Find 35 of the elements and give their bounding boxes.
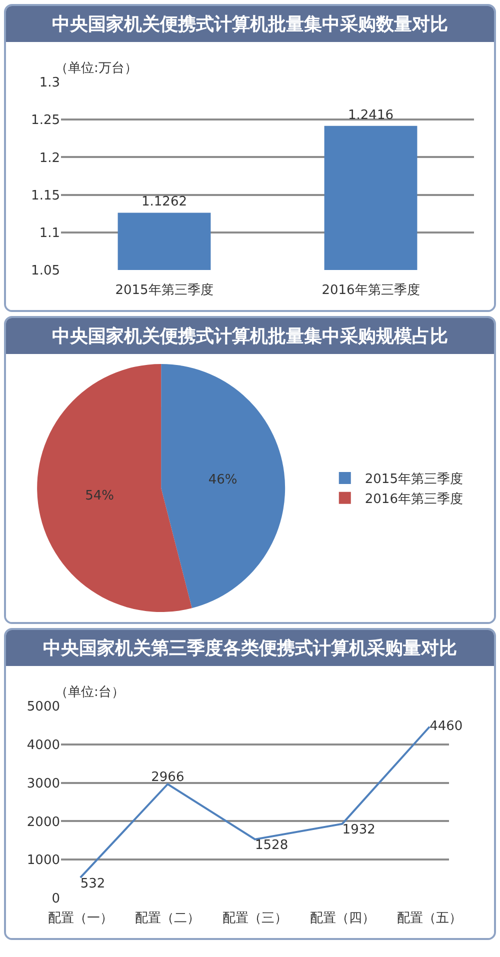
data-label: 1528 xyxy=(255,838,288,854)
y-tick-label: 1.25 xyxy=(31,113,60,128)
chart-title: 中央国家机关便携式计算机批量集中采购规模占比 xyxy=(6,318,494,354)
y-tick-label: 1.2 xyxy=(39,150,60,166)
legend-label: 2015年第三季度 xyxy=(364,471,463,488)
y-tick-label: 1.05 xyxy=(31,264,60,279)
y-tick-label: 4000 xyxy=(26,738,60,753)
data-label: 2966 xyxy=(151,770,184,785)
y-tick-label: 1.1 xyxy=(39,226,60,241)
line-series xyxy=(79,726,431,879)
pie-slice xyxy=(161,364,285,608)
y-axis-title: （单位:台） xyxy=(55,685,124,700)
x-tick-label: 配置（二） xyxy=(135,911,200,926)
y-tick-label: 2000 xyxy=(26,814,60,830)
pie-slice xyxy=(37,364,192,612)
data-label: 46% xyxy=(208,472,238,488)
x-tick-label: 配置（三） xyxy=(222,911,288,926)
y-tick-label: 3000 xyxy=(26,776,60,792)
y-tick-label: 1000 xyxy=(26,853,60,868)
y-axis-title: （单位:万台） xyxy=(55,61,138,76)
legend-label: 2016年第三季度 xyxy=(364,490,463,507)
x-tick-label: 配置（五） xyxy=(397,911,462,926)
chart-title: 中央国家机关第三季度各类便携式计算机采购量对比 xyxy=(6,630,494,666)
data-label: 532 xyxy=(80,876,106,892)
data-label: 54% xyxy=(85,488,114,504)
y-tick-label: 0 xyxy=(52,892,60,907)
data-label: 1932 xyxy=(342,822,376,838)
y-tick-label: 1.3 xyxy=(39,76,60,91)
x-tick-label: 配置（一） xyxy=(48,911,113,926)
y-tick-label: 5000 xyxy=(26,700,60,715)
x-tick-label: 配置（四） xyxy=(310,911,375,926)
data-label: 4460 xyxy=(430,718,463,734)
y-tick-label: 1.15 xyxy=(31,188,60,204)
chart-title: 中央国家机关便携式计算机批量集中采购数量对比 xyxy=(6,6,494,42)
data-label: 1.1262 xyxy=(142,194,187,210)
